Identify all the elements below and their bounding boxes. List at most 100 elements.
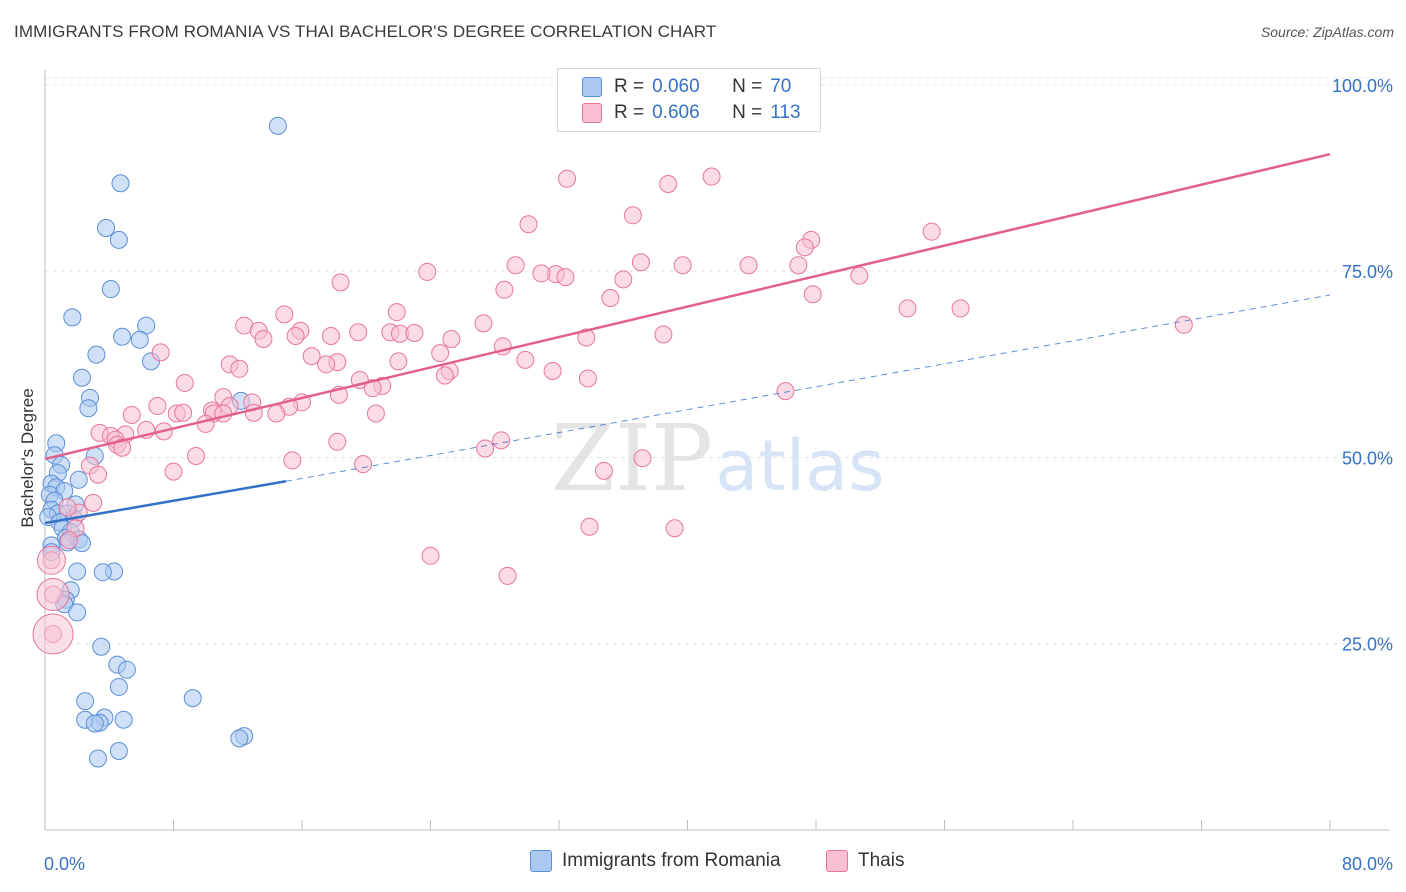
thais-point <box>122 405 141 424</box>
watermark-atlas: atlas <box>715 425 884 507</box>
legend-r-value-thais: 0.606 <box>652 102 700 123</box>
thais-point <box>519 215 538 234</box>
y-tick-label: 75.0% <box>1342 262 1393 282</box>
thais-point <box>230 359 249 378</box>
romania-point <box>113 327 132 346</box>
romania-point <box>101 280 120 299</box>
thais-point <box>739 256 758 275</box>
thais-point <box>387 303 406 322</box>
thais-point <box>803 285 822 304</box>
bottom-legend-label-romania: Immigrants from Romania <box>562 850 781 871</box>
legend-row-thais: R = 0.606 N = 113 <box>582 101 801 125</box>
romania-point <box>111 174 130 193</box>
thais-point <box>286 327 305 345</box>
source-label: Source: ZipAtlas.com <box>1260 24 1394 40</box>
thais-point <box>366 404 385 423</box>
axes <box>44 70 1390 831</box>
thais-point <box>405 324 424 343</box>
thais-point <box>498 566 517 585</box>
thais-point <box>60 531 79 550</box>
y-tick-label: 100.0% <box>1332 76 1393 96</box>
romania-point <box>93 563 112 582</box>
legend-n-label: N = <box>732 102 763 123</box>
legend-swatch-romania <box>582 77 602 97</box>
romania-point <box>89 749 108 768</box>
thais-point <box>951 299 970 318</box>
thais-point <box>631 253 650 272</box>
thais-point <box>151 343 170 362</box>
thais-point <box>558 169 577 188</box>
thais-point-large <box>36 578 70 612</box>
romania-point <box>183 689 202 708</box>
romania-point <box>79 399 98 418</box>
thais-point <box>702 167 721 186</box>
watermark-zip: ZIP <box>551 405 713 512</box>
thais-point <box>196 414 215 433</box>
thais-point <box>495 280 514 299</box>
y-tick-label: 50.0% <box>1342 448 1393 468</box>
thais-point <box>363 379 382 398</box>
thais-point <box>267 404 286 423</box>
bottom-legend-label-thais: Thais <box>858 850 905 871</box>
legend-r-label: R = <box>614 102 645 123</box>
bottom-legend-thais: Thais <box>826 850 904 872</box>
romania-point <box>109 230 128 249</box>
thais-point <box>516 350 535 369</box>
bottom-legend-romania: Immigrants from Romania <box>530 850 781 872</box>
thais-point <box>275 305 294 324</box>
thais-point <box>328 432 347 451</box>
legend-r-label: R = <box>614 76 645 97</box>
thais-trend-line <box>44 152 1331 461</box>
thais-point <box>474 314 493 333</box>
thais-point <box>431 344 450 363</box>
romania-point <box>268 116 287 135</box>
thais-point <box>389 352 408 371</box>
grid-lines <box>45 77 1390 645</box>
thais-point <box>435 366 454 385</box>
romania-point <box>92 637 111 656</box>
thais-point <box>850 266 869 285</box>
thais-point <box>601 289 620 307</box>
thais-point <box>113 438 132 457</box>
y-axis-label: Bachelor's Degree <box>18 388 37 528</box>
bottom-legend-swatch-thais <box>826 850 848 872</box>
thais-point-large <box>36 545 66 575</box>
romania-point <box>72 368 91 387</box>
thais-point <box>614 270 633 289</box>
thais-point <box>577 328 596 347</box>
legend-box: R = 0.060 N = 70 R = 0.606 N = 113 <box>557 68 821 132</box>
thais-point <box>302 347 321 366</box>
x-tick-label-min: 0.0% <box>44 854 85 874</box>
thais-point <box>532 264 551 283</box>
thais-point <box>578 369 597 388</box>
thais-point <box>283 451 302 470</box>
romania-point <box>114 710 133 729</box>
legend-row-romania: R = 0.060 N = 70 <box>582 75 791 99</box>
thais-point <box>186 446 205 465</box>
thais-point <box>442 329 461 348</box>
thais-point <box>421 546 440 565</box>
thais-point <box>556 268 575 287</box>
romania-point <box>97 218 116 237</box>
thais-point-large <box>32 613 74 655</box>
romania-point <box>68 562 87 581</box>
y-tick-label: 25.0% <box>1342 635 1393 655</box>
romania-point <box>85 714 104 733</box>
trend-lines <box>44 152 1331 525</box>
romania-point <box>109 677 128 696</box>
thais-point <box>174 403 193 422</box>
romania-point <box>76 692 95 711</box>
legend-swatch-thais <box>582 103 602 123</box>
romania-point <box>69 470 88 489</box>
thais-point <box>543 362 562 381</box>
romania-point <box>68 603 87 622</box>
tick-labels: 25.0% 50.0% 75.0% 100.0% 0.0% 80.0% <box>44 76 1393 874</box>
thais-point <box>58 498 77 517</box>
thais-point <box>148 397 167 416</box>
thais-point <box>354 455 373 474</box>
thais-point <box>254 329 273 348</box>
thais-point <box>623 206 642 225</box>
thais-point <box>673 256 692 275</box>
thais-point <box>214 404 233 423</box>
thais-point <box>654 325 673 344</box>
